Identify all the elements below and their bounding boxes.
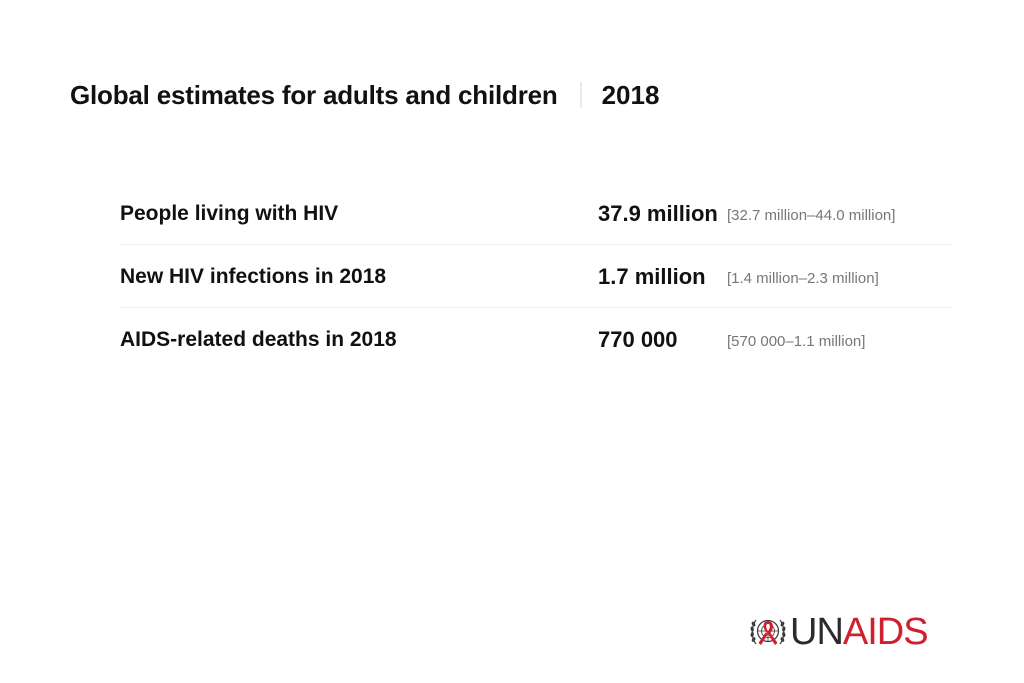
stat-value: 37.9 million	[598, 201, 718, 226]
stat-value: 770 000	[598, 327, 678, 352]
stat-label: AIDS-related deaths in 2018	[120, 328, 397, 351]
page-title: Global estimates for adults and children	[70, 79, 558, 110]
stat-row-new-infections: New HIV infections in 2018 1.7 million […	[120, 245, 953, 308]
stat-range: [1.4 million–2.3 million]	[727, 270, 879, 287]
stat-label: New HIV infections in 2018	[120, 265, 387, 288]
logo-text-aids: AIDS	[842, 611, 929, 653]
stat-label: People living with HIV	[120, 202, 339, 225]
page-header: Global estimates for adults and children…	[70, 78, 659, 112]
title-divider	[579, 82, 582, 108]
stat-row-people-living: People living with HIV 37.9 million [32.…	[120, 182, 953, 245]
un-emblem-red-ribbon-icon	[750, 619, 786, 645]
page-year: 2018	[601, 79, 660, 110]
stat-value: 1.7 million	[598, 264, 706, 289]
stats-table: People living with HIV 37.9 million [32.…	[120, 182, 953, 370]
stat-range: [32.7 million–44.0 million]	[727, 207, 896, 224]
logo-text-un: UN	[790, 611, 844, 653]
stat-row-aids-deaths: AIDS-related deaths in 2018 770 000 [570…	[120, 308, 953, 370]
stat-range: [570 000–1.1 million]	[727, 333, 866, 350]
unaids-logo: UN AIDS	[748, 611, 929, 653]
